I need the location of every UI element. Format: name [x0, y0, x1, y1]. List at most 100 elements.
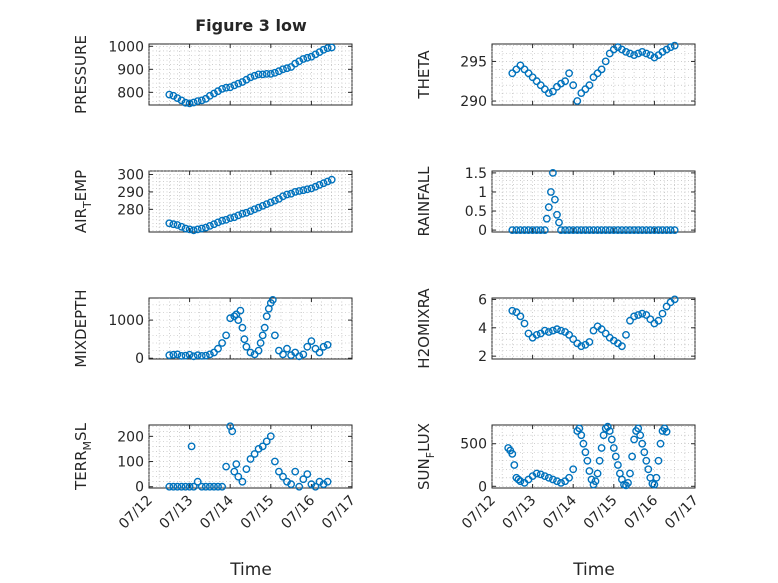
- data-point: [646, 315, 655, 324]
- data-point: [177, 222, 186, 231]
- data-point: [222, 331, 231, 340]
- x-tick-label: 07/12: [459, 493, 499, 533]
- data-point: [553, 210, 561, 219]
- x-tick-label: 07/17: [662, 493, 702, 533]
- data-point: [585, 467, 594, 475]
- x-tick-label: 07/14: [540, 492, 580, 532]
- data-point: [228, 427, 237, 436]
- data-point: [622, 330, 630, 339]
- data-point: [605, 427, 614, 435]
- data-point: [508, 306, 517, 315]
- data-point: [583, 456, 592, 465]
- data-point: [569, 81, 578, 90]
- data-point: [614, 461, 622, 469]
- grid-lines: [148, 425, 353, 488]
- data-point: [642, 311, 651, 319]
- data-point: [197, 482, 206, 491]
- data-point: [569, 226, 578, 235]
- data-point: [508, 69, 517, 78]
- data-point: [311, 50, 320, 59]
- data-point: [638, 309, 647, 318]
- data-point: [549, 475, 557, 484]
- data-point: [283, 344, 291, 353]
- data-point: [258, 201, 267, 210]
- data-point: [634, 49, 643, 58]
- data-point: [666, 43, 675, 52]
- data-point: [279, 472, 287, 481]
- data-point: [287, 480, 295, 489]
- y-axis-label: SUNFLUX: [415, 423, 437, 490]
- y-tick-label: 0: [478, 479, 487, 495]
- data-point: [654, 316, 663, 325]
- x-tick-label: 07/13: [500, 493, 540, 533]
- data-point: [185, 482, 194, 491]
- data-point: [258, 442, 267, 451]
- data-point: [557, 478, 565, 487]
- data-point: [540, 226, 549, 235]
- y-tick-label: 2: [478, 349, 487, 365]
- data-point: [581, 85, 590, 94]
- data-point: [614, 226, 622, 235]
- data-point: [246, 455, 255, 463]
- data-point: [291, 467, 300, 476]
- data-point: [540, 326, 549, 335]
- data-point: [593, 69, 602, 78]
- subplot-sun-flux: 0 500 07/12 07/13 07/14 07/15 07/16 07/17 SUNFLU…: [415, 422, 702, 533]
- data-point: [573, 97, 582, 105]
- data-point: [193, 477, 202, 486]
- data-point: [214, 344, 222, 353]
- data-point: [512, 308, 521, 317]
- data-point: [589, 73, 598, 82]
- data-point: [549, 168, 557, 177]
- data-point: [516, 61, 525, 70]
- data-point: [266, 70, 275, 78]
- data-point: [222, 462, 231, 471]
- y-axis-label: THETA: [415, 50, 433, 100]
- data-point: [299, 186, 308, 195]
- data-point: [658, 309, 667, 318]
- data-point: [165, 351, 174, 360]
- y-tick-label: 1000: [108, 39, 144, 55]
- data-point: [662, 427, 671, 436]
- data-point: [214, 87, 222, 96]
- data-point: [579, 439, 588, 448]
- data-point: [520, 65, 529, 74]
- data-point: [307, 337, 316, 345]
- data-point: [181, 224, 190, 233]
- data-point: [193, 225, 202, 234]
- axes-frame: [491, 170, 696, 233]
- data-point: [240, 335, 249, 344]
- data-point: [595, 456, 604, 465]
- y-axis-label: PRESSURE: [72, 35, 90, 114]
- data-point: [585, 226, 594, 235]
- series-markers: [508, 41, 679, 105]
- data-point: [303, 470, 312, 478]
- series-markers: [508, 295, 679, 351]
- data-point: [658, 226, 667, 235]
- data-point: [544, 473, 553, 482]
- data-point: [226, 314, 235, 323]
- data-point: [642, 456, 651, 465]
- data-point: [565, 69, 573, 78]
- data-point: [528, 73, 537, 82]
- x-tick-label: 07/15: [238, 493, 278, 533]
- data-point: [611, 452, 620, 461]
- data-point: [323, 477, 332, 486]
- subplot-rainfall: 0 0.5 1 1.5 RAINFALL: [415, 166, 696, 239]
- data-point: [662, 45, 671, 54]
- series-markers: [165, 422, 332, 491]
- data-point: [311, 182, 320, 191]
- data-point: [626, 316, 634, 325]
- data-point: [544, 328, 553, 336]
- data-point: [654, 456, 663, 465]
- data-point: [230, 213, 239, 222]
- data-point: [624, 478, 632, 487]
- data-point: [260, 323, 269, 332]
- data-point: [246, 207, 255, 216]
- data-point: [319, 45, 328, 54]
- data-point: [609, 45, 618, 54]
- data-point: [536, 226, 545, 235]
- data-point: [197, 351, 206, 360]
